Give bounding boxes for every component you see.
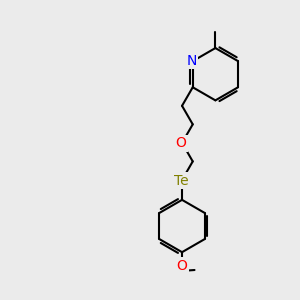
Text: O: O	[176, 136, 187, 151]
Text: O: O	[177, 259, 188, 273]
Text: Te: Te	[174, 173, 189, 188]
Text: N: N	[187, 53, 197, 68]
